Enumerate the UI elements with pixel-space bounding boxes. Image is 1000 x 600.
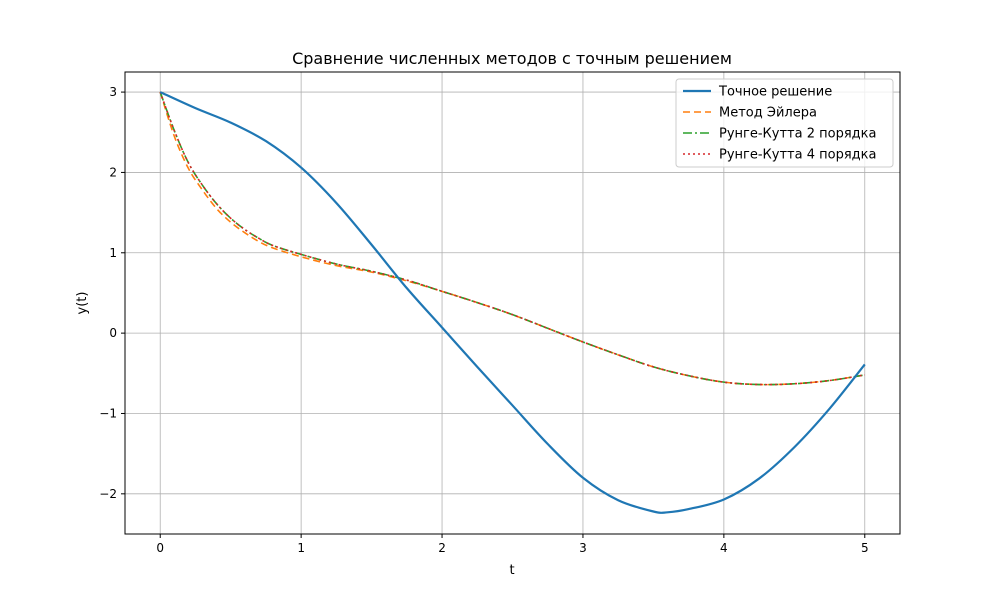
legend-box — [675, 78, 894, 168]
x-axis-label: t — [509, 563, 514, 578]
series-line-1 — [159, 91, 866, 514]
y-tick-label: −2 — [99, 487, 117, 501]
y-tick-label: 1 — [109, 246, 117, 260]
x-tick-label: 0 — [156, 541, 164, 555]
y-tick-label: 0 — [109, 326, 117, 340]
x-tick-label: 4 — [720, 541, 728, 555]
series-layer — [159, 91, 866, 514]
x-axis: 0 1 2 3 4 5 — [156, 534, 869, 555]
y-axis: −2 −1 0 1 2 3 — [99, 85, 125, 501]
legend: Точное решение Метод Эйлера Рунге-Кутта 2 … — [675, 78, 894, 168]
legend-items: Точное решение Метод Эйлера Рунге-Кутта 2 … — [683, 85, 876, 163]
axes-frame — [124, 71, 901, 535]
legend-label-1: Точное решение — [718, 85, 832, 100]
x-tick-label: 2 — [438, 541, 446, 555]
legend-label-2: Метод Эйлера — [719, 106, 817, 121]
y-tick-label: 2 — [109, 165, 117, 179]
y-tick-label: 3 — [109, 85, 117, 99]
y-tick-label: −1 — [99, 406, 117, 420]
legend-label-3: Рунге-Кутта 2 порядка — [719, 127, 876, 142]
chart-title: Сравнение численных методов с точным реш… — [292, 49, 732, 68]
x-tick-label: 5 — [861, 541, 869, 555]
legend-label-4: Рунге-Кутта 4 порядка — [719, 148, 876, 163]
y-axis-label: y(t) — [75, 292, 90, 315]
x-tick-label: 1 — [297, 541, 305, 555]
x-tick-label: 3 — [579, 541, 587, 555]
series-line-4 — [159, 91, 865, 386]
